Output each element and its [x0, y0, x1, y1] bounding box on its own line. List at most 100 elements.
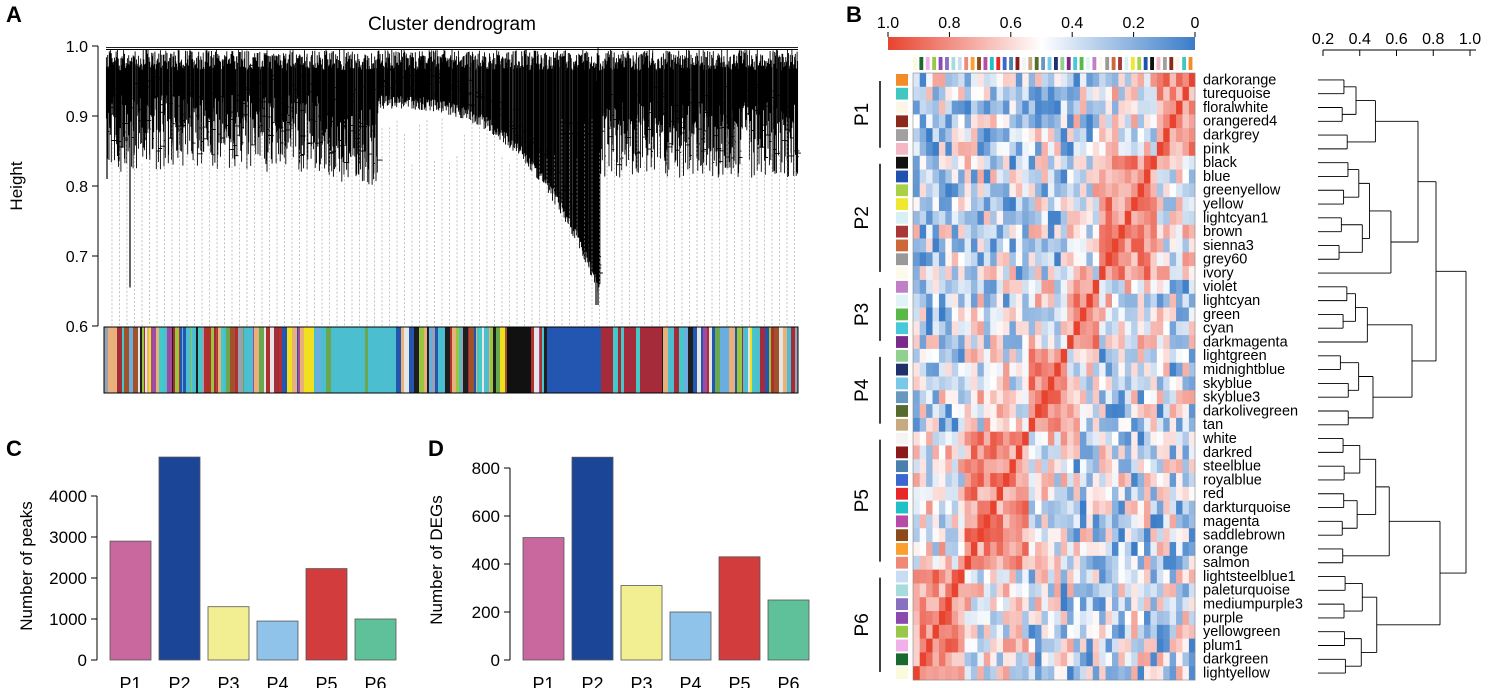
- bar-p1: [109, 540, 152, 661]
- heatmap-cell: [996, 210, 1004, 226]
- heatmap-cell: [1137, 404, 1145, 419]
- heatmap-cell: [1169, 169, 1177, 184]
- heatmap-cell: [932, 86, 939, 101]
- heatmap-cell: [1162, 514, 1170, 529]
- heatmap-cell: [1143, 666, 1151, 681]
- heatmap-cell: [1130, 624, 1138, 639]
- module-color-segment: [755, 327, 761, 393]
- peaks-ylabel: Number of peaks: [17, 501, 36, 630]
- heatmap-cell: [1169, 390, 1177, 405]
- heatmap-cell: [1105, 376, 1112, 391]
- heatmap-cell: [925, 321, 933, 336]
- heatmap-cell: [1034, 293, 1042, 308]
- heatmap-cell: [1086, 224, 1093, 239]
- module-color-segment: [493, 327, 495, 393]
- heatmap-cell: [1060, 611, 1068, 626]
- heatmap-cell: [1111, 293, 1119, 308]
- heatmap-cell: [1175, 459, 1183, 474]
- dendrogram-title: Cluster dendrogram: [368, 14, 536, 35]
- heatmap-cell: [1188, 114, 1196, 129]
- heatmap-cell: [964, 431, 971, 446]
- heatmap-cell: [1105, 100, 1112, 115]
- module-color-segment: [371, 327, 379, 393]
- heatmap-cell: [1047, 279, 1055, 295]
- heatmap-cell: [1021, 390, 1029, 405]
- heatmap-cell: [1143, 459, 1151, 474]
- heatmap-cell: [1156, 169, 1164, 184]
- heatmap-cell: [989, 473, 997, 488]
- module-label-yellowgreen: yellowgreen: [1203, 624, 1280, 640]
- heatmap-cell: [964, 624, 971, 639]
- heatmap-cell: [1073, 86, 1080, 101]
- module-color-segment: [760, 327, 766, 393]
- heatmap-cell: [1169, 445, 1177, 460]
- heatmap-cell: [964, 362, 971, 377]
- heatmap-cell: [983, 362, 991, 377]
- heatmap-cell: [1015, 555, 1023, 570]
- heatmap-cell: [1175, 141, 1183, 157]
- heatmap-cell: [1130, 100, 1138, 115]
- heatmap-cell: [1105, 252, 1112, 267]
- heatmap-cell: [932, 362, 939, 377]
- heatmap-cell: [983, 624, 991, 639]
- heatmap-cell: [996, 431, 1004, 446]
- heatmap-cell: [1130, 114, 1138, 129]
- heatmap-cell: [1079, 555, 1087, 570]
- heatmap-cell: [1130, 666, 1138, 681]
- module-color-segment: [517, 327, 520, 393]
- heatmap-cell: [1137, 293, 1145, 308]
- heatmap-cell: [1105, 652, 1112, 667]
- heatmap-cell: [970, 210, 978, 226]
- heatmap-cell: [957, 238, 965, 253]
- heatmap-cell: [1130, 210, 1138, 226]
- heatmap-cell: [1137, 362, 1145, 377]
- heatmap-cell: [1041, 611, 1048, 626]
- heatmap-cell: [1175, 321, 1183, 336]
- heatmap-cell: [1002, 376, 1010, 391]
- heatmap-cell: [932, 169, 939, 184]
- heatmap-cell: [1188, 224, 1196, 239]
- row-color-skyblue: [896, 377, 908, 390]
- heatmap-cell: [1073, 514, 1080, 529]
- heatmap-cell: [1124, 141, 1132, 157]
- heatmap-cell: [1034, 266, 1042, 281]
- heatmap-cell: [1098, 555, 1106, 570]
- heatmap-cell: [1111, 362, 1119, 377]
- heatmap-cell: [989, 86, 997, 101]
- heatmap-cell: [1021, 362, 1029, 377]
- heatmap-cell: [1015, 666, 1023, 681]
- heatmap-cell: [932, 583, 939, 598]
- module-color-segment: [230, 327, 236, 393]
- heatmap-cell: [1009, 597, 1016, 612]
- heatmap-cell: [1156, 224, 1164, 239]
- heatmap-cell: [913, 486, 920, 501]
- heatmap-cell: [983, 155, 991, 170]
- heatmap-cell: [964, 293, 971, 308]
- heatmap-cell: [1188, 638, 1196, 653]
- heatmap-cell: [1137, 555, 1145, 570]
- column-color-purple: [938, 57, 943, 70]
- heatmap-cell: [1124, 307, 1132, 322]
- heatmap-cell: [1086, 569, 1093, 584]
- heatmap-cell: [1150, 500, 1157, 515]
- heatmap-cell: [951, 666, 959, 681]
- heatmap-cell: [1086, 638, 1093, 653]
- module-color-segment: [547, 327, 602, 393]
- heatmap-cell: [1034, 583, 1042, 598]
- heatmap-cell: [1098, 307, 1106, 322]
- group-label-p5: P5: [852, 489, 873, 512]
- heatmap-cell: [1182, 652, 1189, 667]
- heatmap-cell: [1175, 390, 1183, 405]
- heatmap-cell: [938, 611, 946, 626]
- heatmap-cell: [1137, 128, 1145, 143]
- heatmap-cell: [1066, 459, 1074, 474]
- heatmap-cell: [1182, 224, 1189, 239]
- heatmap-cell: [1188, 542, 1196, 557]
- column-color-royalblue: [1002, 57, 1007, 70]
- heatmap-cell: [970, 500, 978, 515]
- module-color-segment: [771, 327, 775, 393]
- heatmap-cell: [1105, 404, 1112, 419]
- heatmap-cell: [1060, 583, 1068, 598]
- heatmap-cell: [1118, 252, 1125, 267]
- heatmap-cell: [957, 362, 965, 377]
